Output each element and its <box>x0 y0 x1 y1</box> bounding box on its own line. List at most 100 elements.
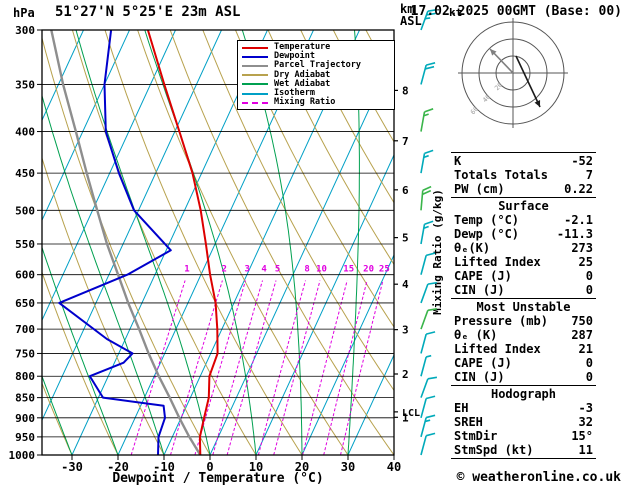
mixing-ratio-line <box>170 280 223 455</box>
metric-label: K <box>454 154 462 168</box>
pressure-tick-label: 950 <box>15 431 35 444</box>
km-tick-label: 6 <box>402 184 409 197</box>
metric-label: CAPE (J) <box>454 356 512 370</box>
pressure-tick-label: 800 <box>15 370 35 383</box>
wind-barb <box>420 308 438 330</box>
legend-label: Mixing Ratio <box>274 97 336 108</box>
table-row: EH -3 <box>451 401 596 415</box>
metric-value: 15° <box>571 429 593 443</box>
legend-swatch <box>242 83 268 86</box>
mixing-ratio-label: 1 <box>184 265 189 275</box>
metric-value: 0.22 <box>564 182 593 196</box>
isotherm-line <box>71 30 268 455</box>
hodograph-ring <box>478 38 548 108</box>
x-axis-title: Dewpoint / Temperature (°C) <box>112 471 323 486</box>
mixing-ratio-label: 4 <box>261 265 267 275</box>
legend-label: Wet Adiabat <box>274 78 331 89</box>
legend-item: Mixing Ratio <box>242 97 390 108</box>
hodograph <box>458 18 568 128</box>
hodograph-unit-label: kt <box>449 6 462 19</box>
pressure-tick-label: 600 <box>15 269 35 282</box>
legend-label: Dewpoint <box>274 51 315 62</box>
metric-value: -2.1 <box>564 213 593 227</box>
metric-value: 0 <box>585 370 593 384</box>
table-section-title: Hodograph <box>490 387 557 401</box>
wind-barb <box>420 62 436 85</box>
metric-value: 32 <box>578 415 593 429</box>
pressure-tick-label: 1000 <box>9 449 36 462</box>
km-tick-label: 8 <box>402 84 409 97</box>
lcl-label: LCL <box>402 408 420 419</box>
metric-label: Totals Totals <box>454 168 548 182</box>
wet-adiabat-line <box>42 375 73 455</box>
isotherm-line <box>347 353 394 455</box>
temp-tick-label: -20 <box>107 460 129 474</box>
metric-label: Dewp (°C) <box>454 227 520 241</box>
mixing-ratio-line <box>257 280 306 455</box>
pressure-tick-label: 850 <box>15 392 35 405</box>
temp-tick-label: -10 <box>153 460 175 474</box>
metric-label: CAPE (J) <box>454 269 512 283</box>
hodograph-ring-label: 60 <box>469 105 480 116</box>
hodograph-ring-label: 40 <box>481 93 492 104</box>
metric-value: 25 <box>578 255 593 269</box>
temp-tick-label: 20 <box>295 460 309 474</box>
metric-label: SREH <box>454 415 483 429</box>
wind-barb <box>420 395 436 419</box>
hodograph-vector-head <box>490 49 497 56</box>
legend-swatch <box>242 46 268 49</box>
metric-label: CIN (J) <box>454 370 505 384</box>
mixing-ratio-label: 20 <box>363 265 374 275</box>
hodograph-ring-label: 20 <box>493 81 504 92</box>
pressure-tick-label: 400 <box>15 126 35 139</box>
wind-barb <box>420 108 434 132</box>
table-row: Lifted Index 21 <box>451 342 596 356</box>
legend-swatch <box>242 64 268 67</box>
table-section-title: Surface <box>498 199 549 213</box>
metric-label: StmSpd (kt) <box>454 443 534 457</box>
metric-value: 7 <box>585 168 593 182</box>
metric-value: 0 <box>585 356 593 370</box>
mixing-ratio-label: 8 <box>304 265 309 275</box>
pressure-tick-label: 500 <box>15 204 35 217</box>
table-row: Totals Totals 7 <box>451 168 596 182</box>
metric-value: 273 <box>571 241 593 255</box>
legend-label: Dry Adiabat <box>274 69 331 80</box>
table-row: Lifted Index 25 <box>451 255 596 269</box>
plot-frame <box>41 29 395 456</box>
hodograph-ring <box>495 55 531 91</box>
temp-tick-label: 10 <box>249 460 263 474</box>
parcel-trajectory-curve <box>50 30 202 455</box>
legend-item: Temperature <box>242 42 390 52</box>
isotherm-line <box>42 30 176 322</box>
temp-tick-label: 40 <box>387 460 401 474</box>
metric-value: 0 <box>585 283 593 297</box>
pressure-tick-label: 450 <box>15 167 35 180</box>
legend-item: Dewpoint <box>242 51 390 62</box>
metric-label: EH <box>454 401 469 415</box>
metric-value: 21 <box>578 342 593 356</box>
metric-label: θₑ (K) <box>454 328 498 342</box>
wind-barb <box>420 432 436 456</box>
table-section: Hodograph EH -3 SREH 32 StmDir 15° StmSpd (kt) 1… <box>451 385 596 458</box>
hodograph-vector <box>515 55 541 108</box>
table-row: CAPE (J) 0 <box>451 269 596 283</box>
pressure-tick-label: 650 <box>15 297 35 310</box>
metric-value: -52 <box>571 154 593 168</box>
wind-barb <box>420 185 432 211</box>
table-section: K -52 Totals Totals 7 PW (cm) 0.22 <box>451 153 596 197</box>
mixing-ratio-label: 25 <box>379 265 390 275</box>
profiles <box>50 30 219 455</box>
dewpoint-curve <box>58 30 172 455</box>
legend-item: Isotherm <box>242 88 390 98</box>
hodograph-vector-head <box>534 100 541 107</box>
table-section: Most Unstable Pressure (mb) 750 θₑ (K) 287 Li… <box>451 298 596 385</box>
metric-label: Lifted Index <box>454 255 541 269</box>
mixing-ratio-axis-title: Mixing Ratio (g/kg) <box>431 189 444 315</box>
table-row: θₑ(K) 273 <box>451 241 596 255</box>
metric-label: Lifted Index <box>454 342 541 356</box>
legend-label: Parcel Trajectory <box>274 60 361 71</box>
metric-label: PW (cm) <box>454 182 505 196</box>
pressure-tick-label: 300 <box>15 24 35 37</box>
